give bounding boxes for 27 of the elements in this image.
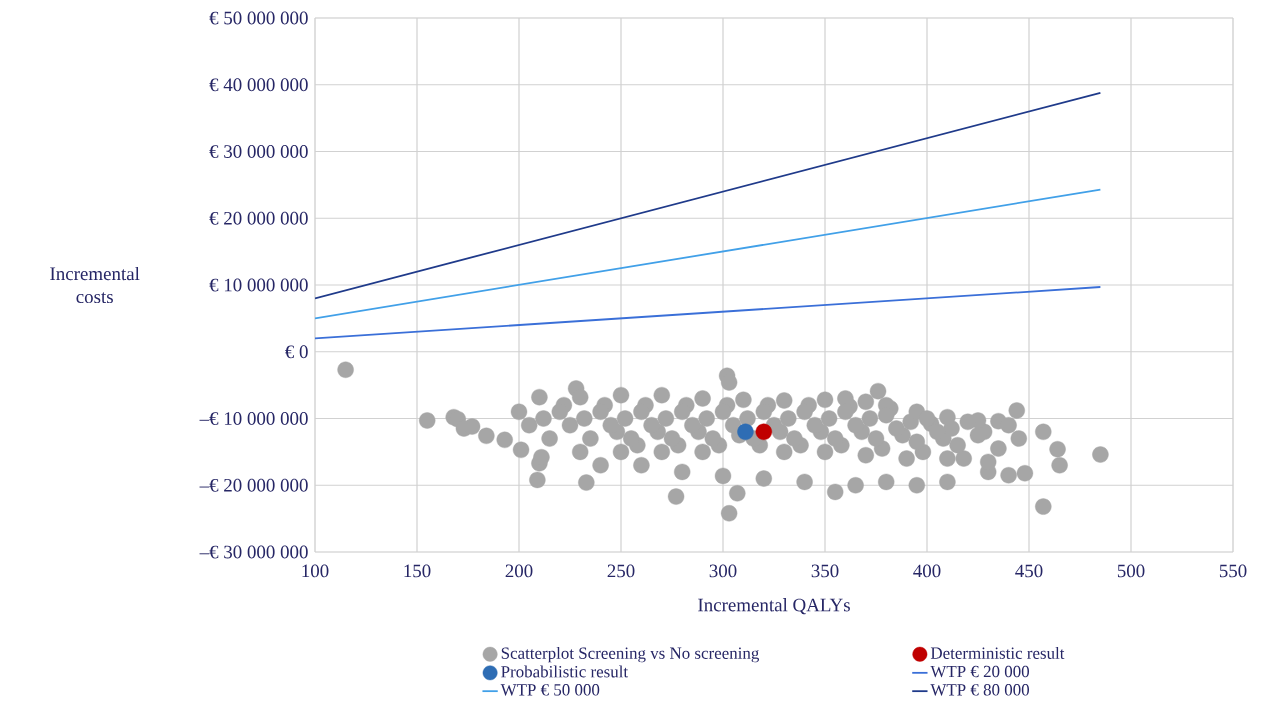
x-axis-title: Incremental QALYs	[698, 598, 850, 615]
y-tick-label: € 0	[285, 345, 308, 359]
legend-label: Deterministic result	[930, 646, 1065, 659]
legend-label: WTP € 20 000	[930, 665, 1030, 678]
x-tick-label: 250	[607, 564, 635, 578]
y-tick-label: € 20 000 000	[209, 211, 308, 225]
y-tick-label: € 50 000 000	[209, 11, 308, 25]
x-tick-label: 200	[505, 564, 533, 578]
x-tick-label: 550	[1219, 564, 1247, 578]
x-tick-label: 150	[404, 564, 431, 578]
x-tick-label: 500	[1117, 564, 1145, 578]
legend-label: WTP € 50 000	[500, 684, 600, 696]
x-tick-label: 100	[302, 564, 329, 578]
y-tick-label: –€ 20 000 000	[199, 478, 308, 492]
y-tick-label: –€ 10 000 000	[199, 412, 308, 425]
legend-label: Probabilistic result	[501, 665, 629, 678]
x-tick-label: 300	[709, 564, 737, 578]
y-tick-label: € 40 000 000	[209, 78, 308, 92]
legend-label: Scatterplot Screening vs No screening	[501, 646, 760, 663]
y-tick-label: € 10 000 000	[209, 278, 308, 292]
legend-label: WTP € 80 000	[930, 684, 1030, 696]
y-tick-label: € 30 000 000	[209, 145, 308, 158]
y-axis-title: Incremental costs	[50, 266, 140, 304]
x-tick-label: 350	[811, 564, 839, 578]
x-tick-label: 400	[913, 564, 941, 578]
y-tick-label: –€ 30 000 000	[199, 545, 308, 559]
x-tick-label: 450	[1015, 564, 1043, 578]
